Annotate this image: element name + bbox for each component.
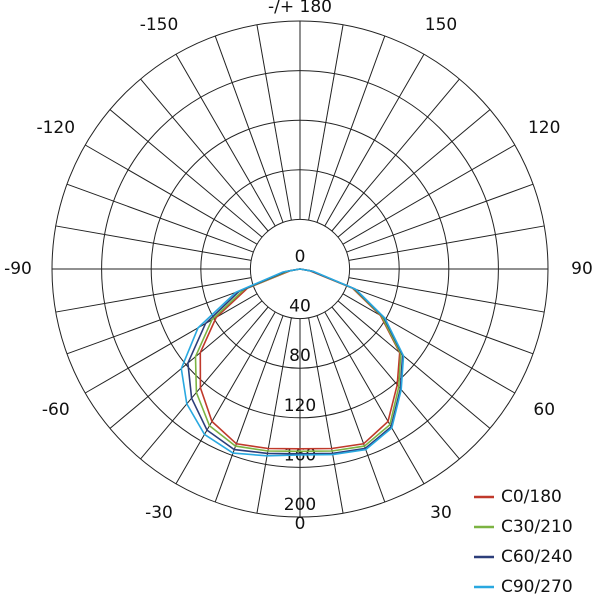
radial-tick-label: 80 <box>289 346 311 366</box>
angle-tick-label: 90 <box>571 259 593 279</box>
legend-label: C90/270 <box>501 577 573 597</box>
legend-label: C30/210 <box>501 517 573 537</box>
radial-tick-label: 200 <box>284 495 316 515</box>
intensity-curve <box>180 268 405 457</box>
grid-ring <box>51 20 549 518</box>
legend-label: C0/180 <box>501 487 562 507</box>
angle-tick-label: 60 <box>533 400 555 420</box>
angle-tick-label: 150 <box>425 15 457 35</box>
angle-tick-label: -90 <box>4 259 32 279</box>
angle-tick-label: -120 <box>36 118 75 138</box>
grid-ring <box>249 218 351 320</box>
angle-tick-label: -150 <box>140 15 179 35</box>
angle-tick-label: 30 <box>430 503 452 523</box>
radial-tick-label: 40 <box>289 297 311 317</box>
angle-tick-label: -/+ 180 <box>268 0 332 17</box>
grid-ring <box>200 169 400 369</box>
radial-tick-label: 120 <box>284 396 316 416</box>
angle-tick-label: -60 <box>42 400 70 420</box>
radial-tick-label: 0 <box>295 247 306 267</box>
grid-ring <box>101 70 499 468</box>
grid-ring <box>150 119 450 419</box>
angle-tick-label: 0 <box>295 514 306 534</box>
angle-tick-label: -30 <box>145 503 173 523</box>
angle-tick-label: 120 <box>528 118 560 138</box>
legend-label: C60/240 <box>501 547 573 567</box>
